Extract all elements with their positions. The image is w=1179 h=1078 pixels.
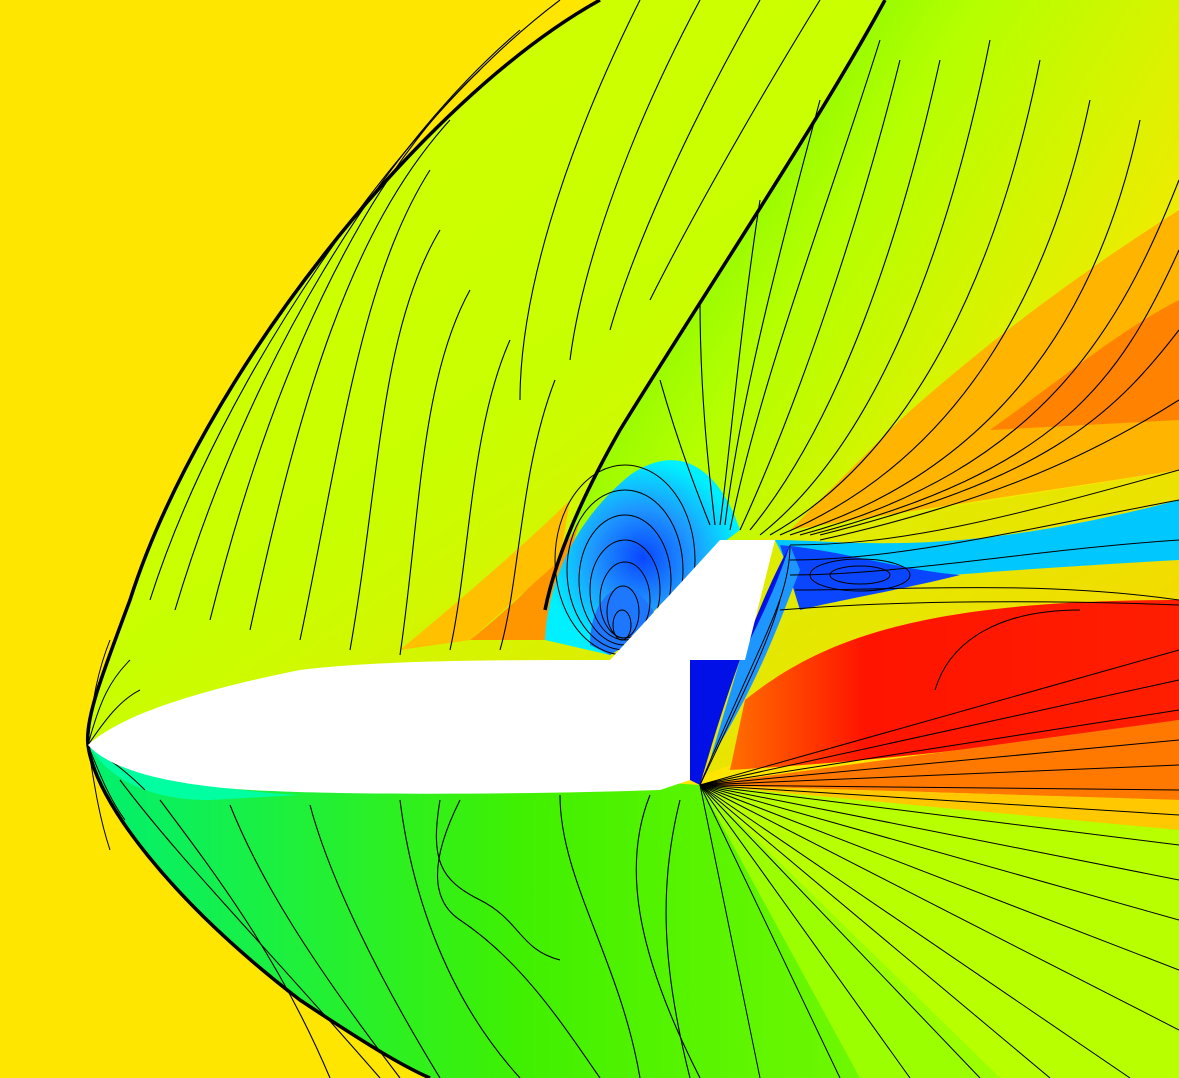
upper-right-dark-orange (990, 300, 1179, 430)
contour-lines-wing (659, 39, 1179, 541)
base-edge-blue (710, 545, 800, 760)
bow-shock-line (85, 0, 601, 1078)
lower-right-fan-band (700, 785, 1000, 1078)
contour-lines-expansion (554, 464, 696, 656)
contour-lines-upper (149, 0, 821, 656)
base-expansion-region (690, 545, 790, 785)
orange-wedge-outer (400, 500, 570, 650)
wing-expansion-region (545, 460, 740, 655)
vehicle-body (88, 540, 775, 794)
wing-expansion-core (590, 585, 660, 655)
upper-wake-core (780, 545, 960, 610)
wake-yellow-fan (700, 785, 1179, 830)
lower-right-fan (700, 785, 1179, 1078)
wing-shock-line (543, 0, 887, 611)
contour-lines-lower (119, 779, 701, 1078)
contour-lines-wake (699, 469, 1179, 1078)
